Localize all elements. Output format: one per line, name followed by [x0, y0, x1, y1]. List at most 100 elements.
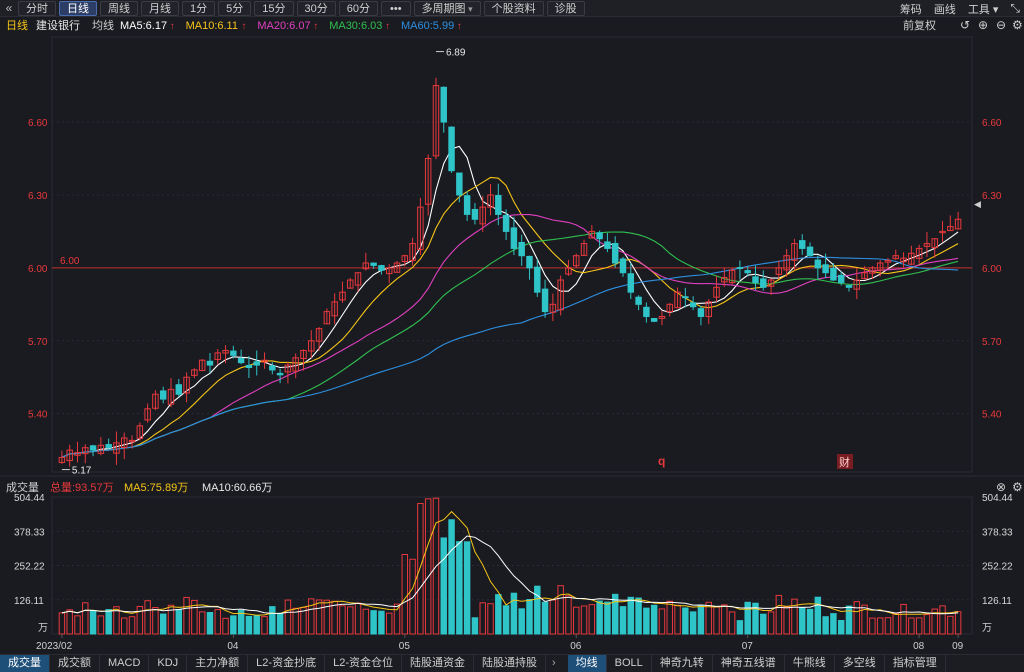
period-tab[interactable]: 30分: [296, 0, 336, 16]
volume-bar: [814, 596, 822, 635]
candle-body: [456, 172, 463, 196]
volume-title[interactable]: 成交量: [6, 480, 39, 494]
indicator-tab[interactable]: L2-资金抄底: [248, 655, 326, 672]
period-tab[interactable]: 日线: [59, 0, 97, 16]
period-tab[interactable]: 分时: [18, 0, 56, 16]
low-price-label: 5.17: [72, 466, 92, 477]
x-tick-label: 07: [742, 641, 754, 652]
tools-dropdown[interactable]: 工具 ▾: [967, 3, 999, 16]
volume-bar: [775, 594, 783, 635]
finance-marker[interactable]: 财: [839, 455, 850, 469]
volume-bar: [611, 593, 619, 635]
volume-bar: [432, 497, 440, 635]
period-tab[interactable]: 15分: [254, 0, 294, 16]
candle-body: [915, 247, 923, 259]
candle-body: [362, 262, 370, 270]
undo-icon[interactable]: ↺: [960, 18, 970, 32]
indicator-tab[interactable]: 陆股通持股: [474, 655, 546, 672]
overlay-tab[interactable]: 牛熊线: [785, 655, 835, 672]
volume-bar: [580, 605, 588, 635]
candle-body: [261, 359, 268, 363]
period-tab[interactable]: 周线: [100, 0, 138, 16]
volume-close-icon[interactable]: ⊗: [996, 480, 1006, 494]
event-marker-q[interactable]: q: [658, 454, 665, 468]
candle-body: [713, 286, 720, 298]
candle-body: [339, 291, 346, 301]
volume-bar: [923, 614, 931, 635]
volume-ma10: MA10:60.66万: [202, 482, 272, 494]
settings-icon[interactable]: ⚙: [1012, 18, 1023, 32]
restore-icon[interactable]: ⤡: [1010, 1, 1020, 15]
volume-tick-right: 252.22: [982, 562, 1013, 573]
x-axis: 2023/02 04 05 06 07 08 09: [36, 634, 964, 652]
multi-period-dropdown[interactable]: 多周期图: [413, 0, 481, 16]
candle-body: [479, 206, 486, 225]
stock-profile-button[interactable]: 个股资料: [483, 0, 544, 16]
volume-bar: [791, 598, 798, 635]
back-icon[interactable]: «: [5, 1, 13, 15]
volume-bar: [136, 605, 144, 635]
indicator-tab[interactable]: KDJ: [149, 655, 188, 672]
indicator-tab[interactable]: L2-资金仓位: [325, 655, 402, 672]
volume-bar: [799, 607, 806, 635]
volume-settings-icon[interactable]: ⚙: [1012, 480, 1023, 494]
scroll-right-icon[interactable]: ›: [551, 657, 556, 669]
indicator-tab[interactable]: MACD: [100, 655, 150, 672]
ma-label[interactable]: 均线: [92, 18, 114, 32]
candle-body: [370, 262, 377, 266]
candle-body: [308, 340, 315, 352]
volume-bar: [167, 604, 175, 635]
overlay-tab[interactable]: 神奇五线谱: [713, 655, 785, 672]
period-tab[interactable]: 1分: [182, 0, 216, 16]
kline-chart[interactable]: 日线 建设银行 均线 MA5:6.17 ↑ MA10:6.11 ↑ MA20:6.07 ↑…: [0, 17, 1024, 658]
indicator-tab[interactable]: 主力净额: [187, 655, 249, 672]
indicator-tab[interactable]: 成交量: [0, 655, 50, 672]
more-button[interactable]: •••: [381, 0, 411, 16]
price-tick-left: 5.40: [28, 410, 48, 421]
finance-marker-box[interactable]: [837, 454, 853, 469]
volume-unit-left: 万: [38, 623, 48, 634]
volume-bar: [931, 608, 938, 635]
overlay-tab[interactable]: 多空线: [835, 655, 885, 672]
volume-bar: [495, 594, 502, 635]
volume-bar: [643, 607, 650, 635]
indicator-tab[interactable]: 陆股通资金: [402, 655, 474, 672]
overlay-tab[interactable]: 神奇九转: [652, 655, 713, 672]
rights-label[interactable]: 前复权: [903, 18, 936, 32]
candle-body: [682, 296, 689, 299]
volume-bar: [806, 608, 814, 635]
ma-legend: MA5:6.17 ↑ MA10:6.11 ↑ MA20:6.07 ↑ MA30:6.03 ↑ M…: [120, 20, 462, 32]
period-label: 日线: [6, 18, 28, 32]
indicator-tab[interactable]: 成交额: [50, 655, 100, 672]
candle-body: [845, 285, 853, 288]
zoom-out-icon[interactable]: ⊖: [996, 18, 1006, 32]
volume-bar: [697, 605, 705, 635]
volume-bar: [105, 609, 112, 635]
overlay-tab[interactable]: BOLL: [607, 655, 652, 672]
candle-body: [315, 328, 323, 342]
draw-line-button[interactable]: 画线: [933, 3, 956, 16]
period-tab[interactable]: 5分: [218, 0, 252, 16]
period-tab[interactable]: 月线: [141, 0, 179, 16]
candle-body: [198, 359, 206, 372]
price-tick-right: 6.00: [982, 264, 1002, 275]
volume-bar: [767, 611, 775, 635]
overlay-tab[interactable]: 指标管理: [885, 655, 946, 672]
candle-body: [440, 86, 447, 123]
period-tab[interactable]: 60分: [338, 0, 378, 16]
chips-button[interactable]: 筹码: [899, 3, 922, 16]
zoom-in-icon[interactable]: ⊕: [978, 18, 988, 32]
candle-body: [931, 238, 938, 249]
candle-body: [728, 269, 736, 284]
volume-bar: [463, 541, 471, 635]
candle-body: [760, 278, 767, 288]
volume-bar: [159, 613, 167, 635]
volume-bar: [128, 616, 136, 635]
overlay-tab[interactable]: 均线: [567, 655, 607, 672]
volume-bar: [721, 604, 728, 635]
volume-bar: [347, 606, 354, 635]
price-tick-right: 5.40: [982, 410, 1002, 421]
diagnose-button[interactable]: 诊股: [546, 0, 585, 16]
volume-bar: [588, 604, 596, 635]
candle-body: [697, 308, 705, 317]
